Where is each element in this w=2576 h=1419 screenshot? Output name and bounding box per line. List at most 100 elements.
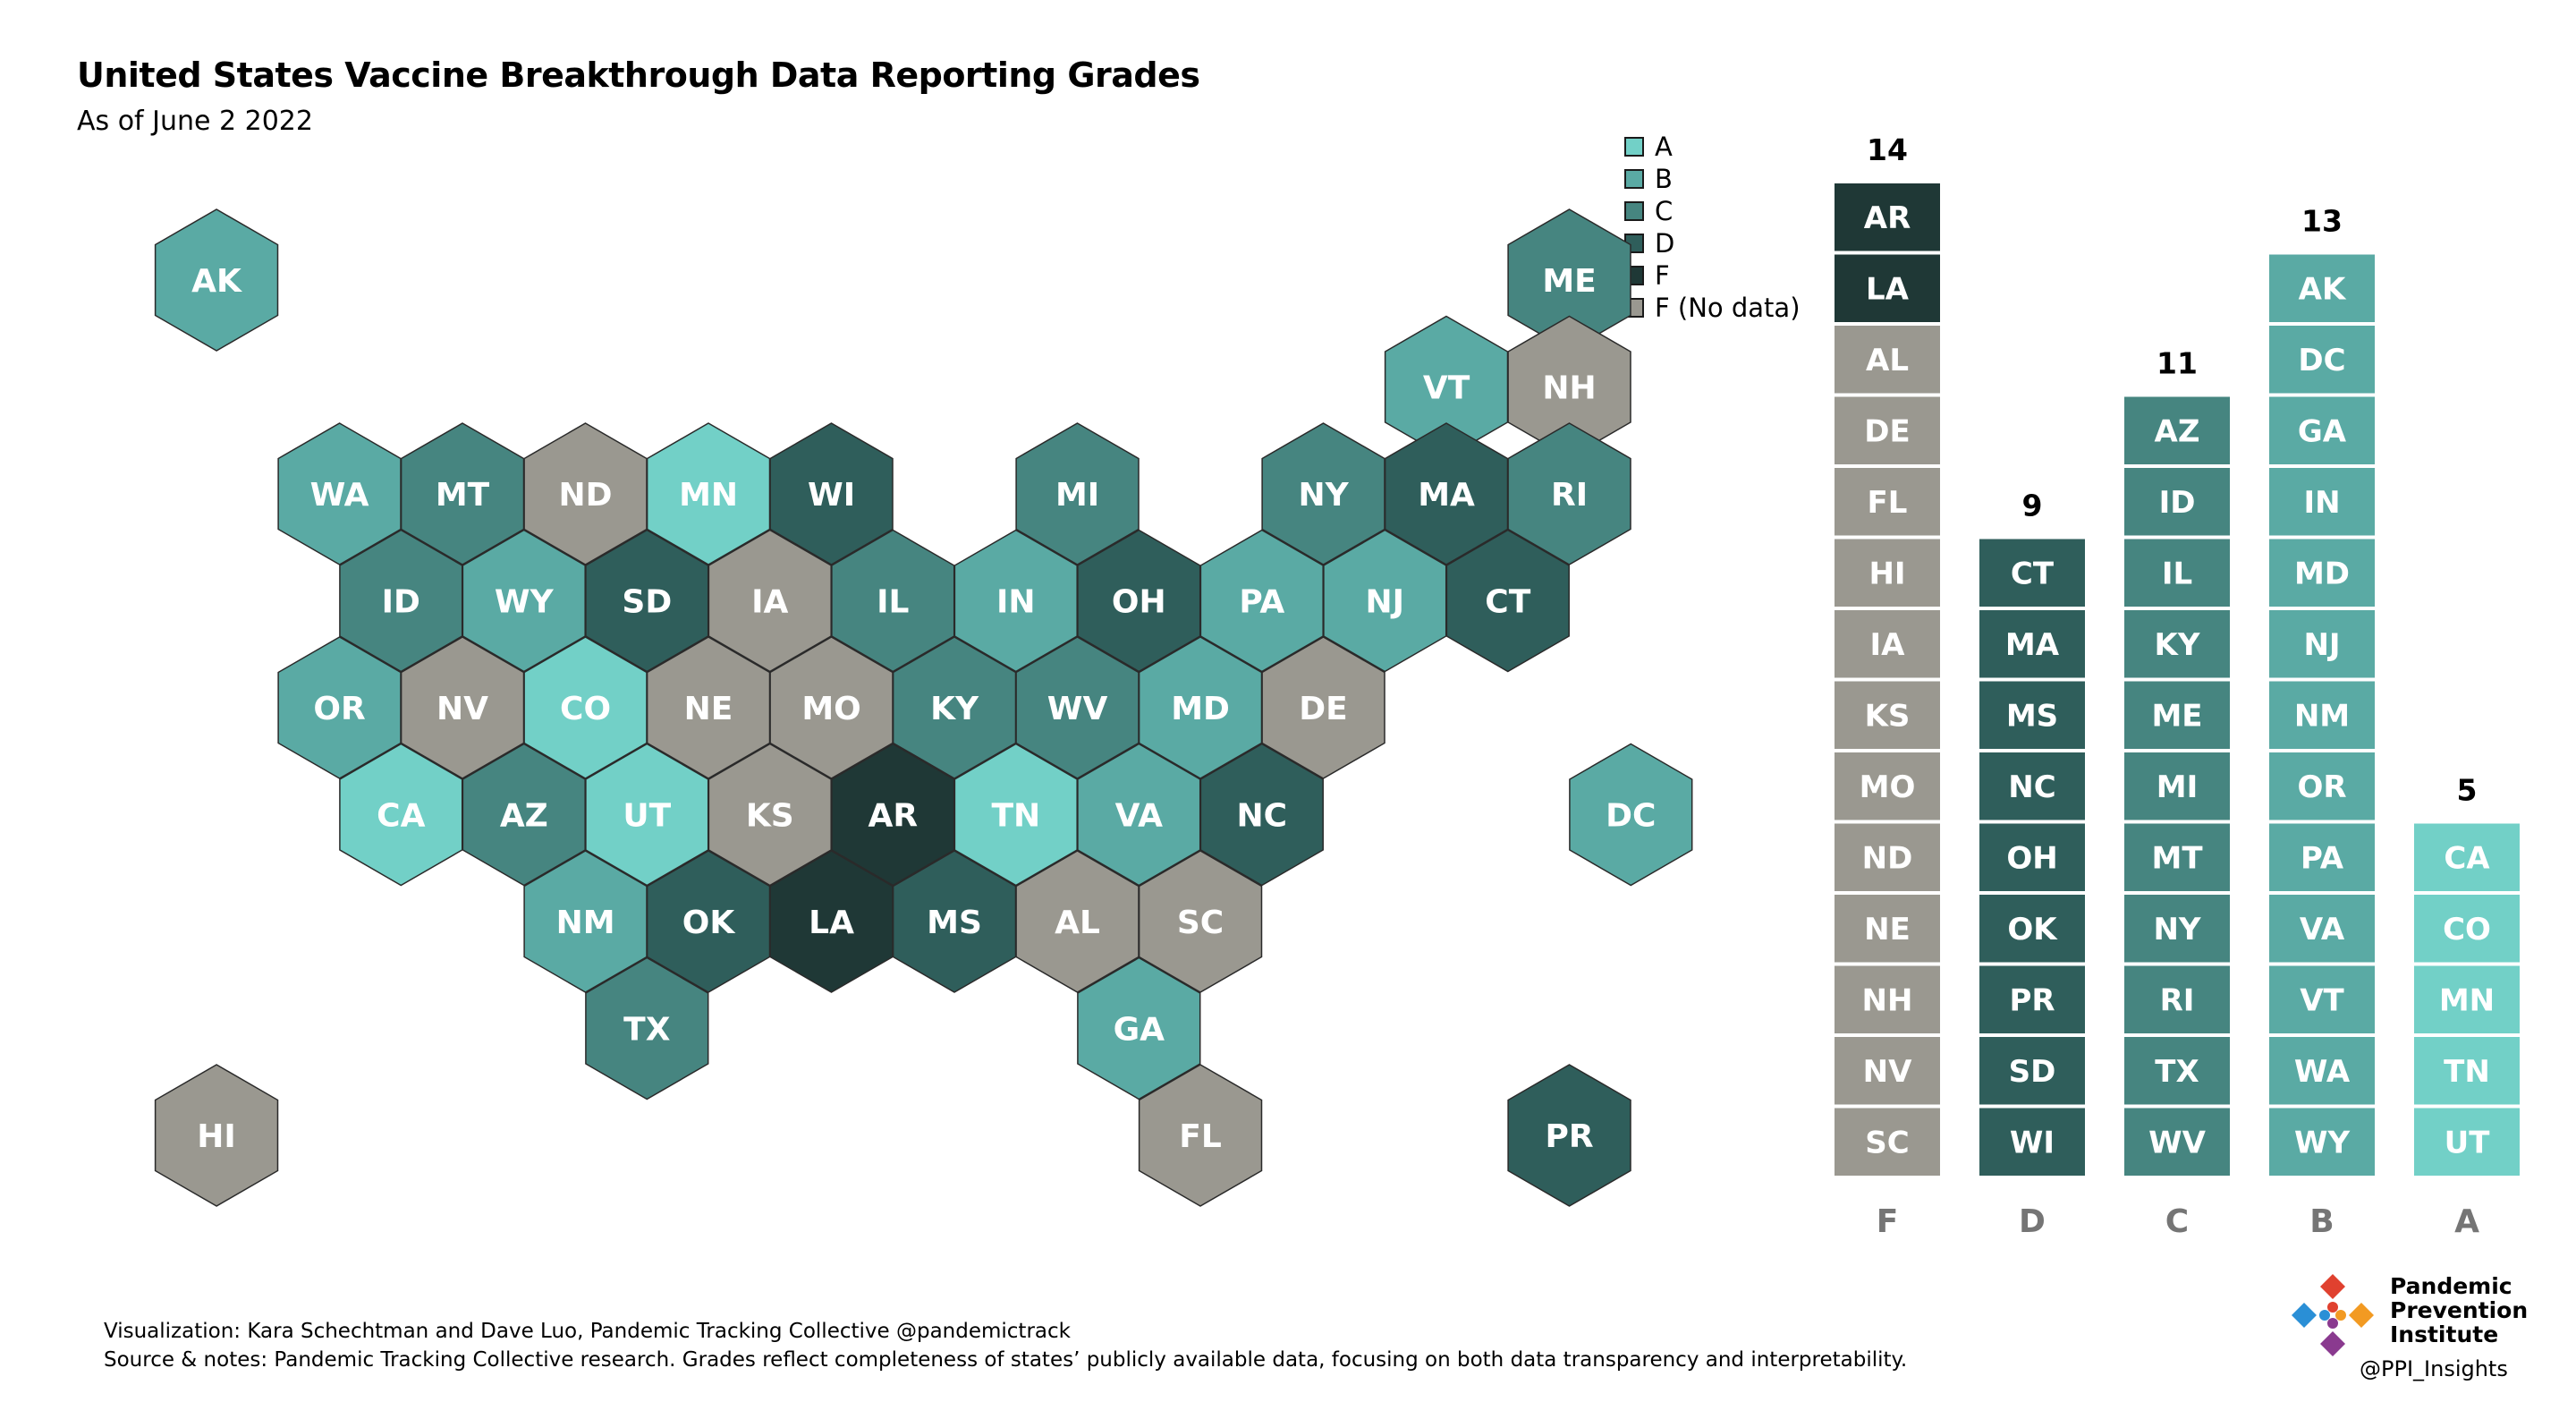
column-cell-wa [2269, 1037, 2375, 1105]
column-cell-label: HI [1868, 556, 1905, 591]
state-hex-label: GA [1114, 1012, 1165, 1049]
column-cell-label: CA [2444, 840, 2490, 876]
state-hex-label: AZ [500, 798, 548, 835]
state-hex-label: NM [556, 905, 615, 941]
column-cell-label: OH [2006, 840, 2057, 876]
state-hex-tx [585, 956, 709, 1100]
column-cell-label: WV [2148, 1125, 2207, 1160]
column-count: 11 [2157, 346, 2198, 381]
column-cell-pa [2269, 823, 2375, 891]
column-cell-ct [1979, 539, 2085, 607]
state-hex-ct [1445, 529, 1570, 673]
column-count: 14 [1867, 132, 1908, 167]
ppi-logo-icon [2292, 1274, 2374, 1356]
column-cell-label: NY [2153, 912, 2200, 947]
state-hex-label: NJ [1366, 584, 1405, 621]
state-hex-label: WY [495, 584, 555, 621]
column-cell-ri [2124, 965, 2230, 1033]
legend-label: F (No data) [1655, 293, 1801, 323]
column-cell-label: LA [1866, 271, 1910, 307]
column-cell-id [2124, 468, 2230, 536]
state-hex-ri [1507, 422, 1631, 565]
state-hex-label: AK [191, 263, 242, 300]
state-hex-label: AL [1055, 905, 1100, 941]
state-hex-label: NV [436, 691, 488, 727]
column-cell-ms [1979, 681, 2085, 749]
state-hex-sc [1138, 850, 1263, 993]
column-cell-label: UT [2445, 1125, 2491, 1160]
legend-label: B [1655, 164, 1673, 194]
column-cell-ma [1979, 610, 2085, 678]
column-cell-label: KY [2155, 627, 2200, 663]
column-cell-label: VT [2300, 982, 2344, 1018]
column-cell-label: SD [2009, 1054, 2056, 1090]
legend-label: F [1655, 260, 1670, 291]
legend-swatch [1624, 201, 1644, 221]
column-cell-nd [1835, 823, 1940, 891]
logo-text: Pandemic Prevention Institute [2390, 1274, 2528, 1347]
state-hex-label: SD [622, 584, 672, 621]
state-hex-dc [1569, 743, 1693, 887]
state-hex-label: WA [310, 477, 369, 514]
chart-title: United States Vaccine Breakthrough Data … [77, 55, 1200, 95]
column-cell-pr [1979, 965, 2085, 1033]
column-cell-ut [2414, 1108, 2520, 1176]
column-count: 13 [2301, 204, 2343, 239]
column-cell-label: TN [2444, 1054, 2490, 1090]
column-cell-tn [2414, 1037, 2520, 1105]
column-cell-label: WA [2294, 1054, 2351, 1090]
state-hex-label: MO [801, 691, 860, 727]
legend-label: D [1655, 228, 1675, 259]
state-hex-label: FL [1179, 1118, 1222, 1155]
state-hex-label: ID [382, 584, 420, 621]
column-cell-nv [1835, 1037, 1940, 1105]
column-cell-label: ME [2151, 698, 2202, 734]
state-hex-label: KY [930, 691, 979, 727]
column-count: 5 [2457, 773, 2478, 808]
column-cell-or [2269, 752, 2375, 820]
column-cell-nc [1979, 752, 2085, 820]
column-cell-label: ID [2159, 485, 2196, 521]
state-hex-label: MA [1418, 477, 1475, 514]
column-cell-ak [2269, 254, 2375, 322]
column-cell-wv [2124, 1108, 2230, 1176]
state-hex-label: VA [1115, 798, 1163, 835]
column-cell-label: IN [2303, 485, 2340, 521]
state-hex-label: IL [877, 584, 909, 621]
column-cell-ga [2269, 396, 2375, 464]
column-cell-label: IA [1870, 627, 1906, 663]
state-hex-label: NC [1237, 798, 1288, 835]
column-axis-label: B [2309, 1203, 2334, 1240]
column-axis-label: F [1877, 1203, 1899, 1240]
state-hex-label: MI [1055, 477, 1099, 514]
column-cell-label: WY [2294, 1125, 2351, 1160]
column-cell-label: ND [1862, 840, 1913, 876]
state-hex-mi [1015, 422, 1140, 565]
column-cell-dc [2269, 326, 2375, 394]
legend-item: A [1624, 131, 1801, 163]
column-cell-label: MI [2157, 769, 2198, 805]
state-hex-label: ND [559, 477, 613, 514]
column-cell-label: AL [1866, 343, 1909, 378]
state-hex-label: SC [1177, 905, 1224, 941]
column-cell-label: OK [2007, 912, 2058, 947]
state-hex-label: PA [1239, 584, 1284, 621]
column-cell-label: PR [2009, 982, 2055, 1018]
column-cell-mi [2124, 752, 2230, 820]
column-cell-hi [1835, 539, 1940, 607]
column-cell-label: MN [2439, 982, 2495, 1018]
column-cell-vt [2269, 965, 2375, 1033]
hex-tile-map: AK ME VT NH WA MT ND MN WI MI NY MA RI ID WY SD IA IL IN OH… [154, 208, 1693, 1207]
state-hex-label: MT [436, 477, 490, 514]
column-cell-label: PA [2301, 840, 2344, 876]
column-cell-ok [1979, 895, 2085, 963]
column-cell-label: IL [2162, 556, 2192, 591]
state-hex-label: NH [1542, 370, 1596, 407]
column-cell-label: MA [2005, 627, 2060, 663]
state-hex-de [1261, 636, 1385, 779]
column-cell-label: MS [2006, 698, 2058, 734]
column-cell-sc [1835, 1108, 1940, 1176]
column-cell-ar [1835, 183, 1940, 251]
column-cell-label: NH [1862, 982, 1913, 1018]
